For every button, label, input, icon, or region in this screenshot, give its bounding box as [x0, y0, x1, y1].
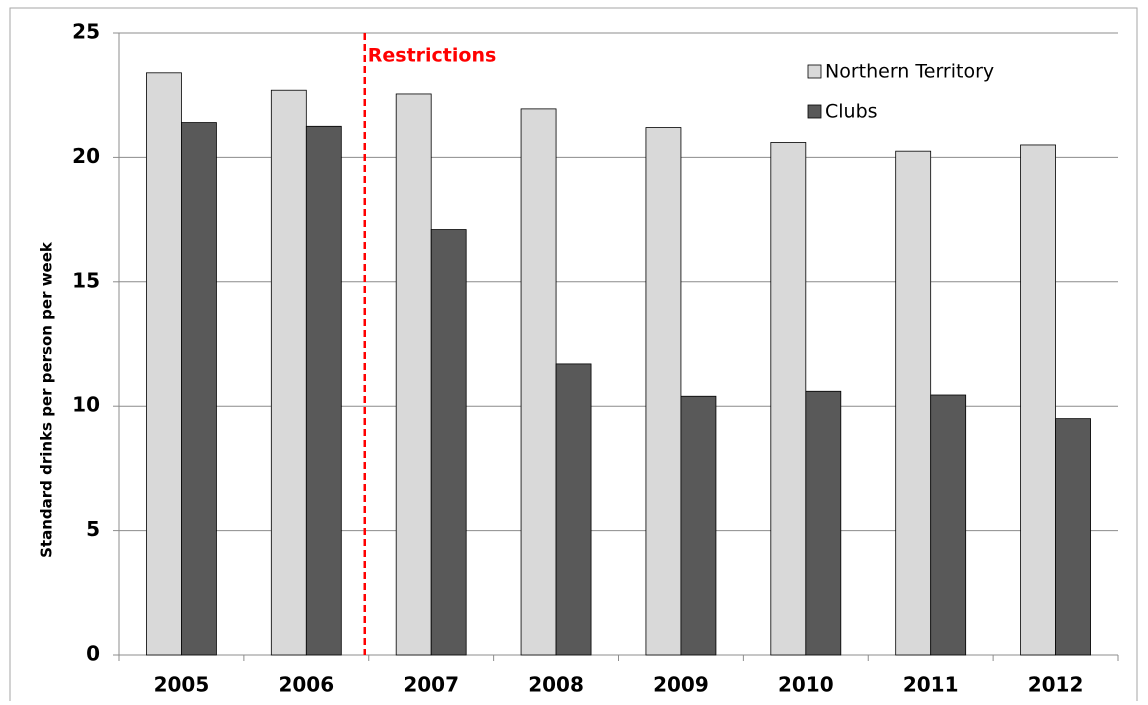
x-tick-label: 2009: [653, 673, 709, 697]
annotation: Restrictions: [368, 45, 497, 67]
bar: [305, 125, 342, 656]
bar: [895, 150, 932, 656]
legend-label: Northern Territory: [825, 61, 994, 83]
bar: [181, 122, 217, 656]
y-tick-label: 15: [72, 268, 100, 292]
x-tick-label: 2006: [278, 673, 334, 697]
x-tick-label: 2011: [903, 673, 959, 697]
bar: [805, 390, 842, 656]
bar: [430, 229, 467, 656]
y-tick-label: 0: [86, 642, 100, 666]
bar: [645, 127, 682, 656]
legend-label: Clubs: [825, 101, 878, 123]
bar: [930, 394, 967, 656]
bar: [680, 395, 717, 656]
x-tick-label: 2010: [778, 673, 834, 697]
x-tick-label: 2005: [154, 673, 210, 697]
x-tick-label: 2012: [1028, 673, 1084, 697]
y-tick-label: 20: [72, 144, 100, 168]
bar: [270, 89, 307, 656]
bar: [1020, 144, 1056, 656]
legend-swatch: [807, 104, 822, 119]
bar: [1055, 418, 1091, 656]
bar: [520, 108, 557, 656]
x-tick-label: 2007: [403, 673, 459, 697]
bar: [770, 142, 807, 656]
bar: [146, 72, 182, 656]
bar: [395, 93, 432, 656]
y-tick-label: 10: [72, 393, 100, 417]
x-tick-label: 2008: [528, 673, 584, 697]
bar: [555, 363, 592, 656]
y-tick-label: 5: [86, 517, 100, 541]
y-tick-label: 25: [72, 20, 100, 44]
legend-swatch: [807, 64, 822, 79]
y-axis-title: Standard drinks per person per week: [38, 241, 56, 558]
